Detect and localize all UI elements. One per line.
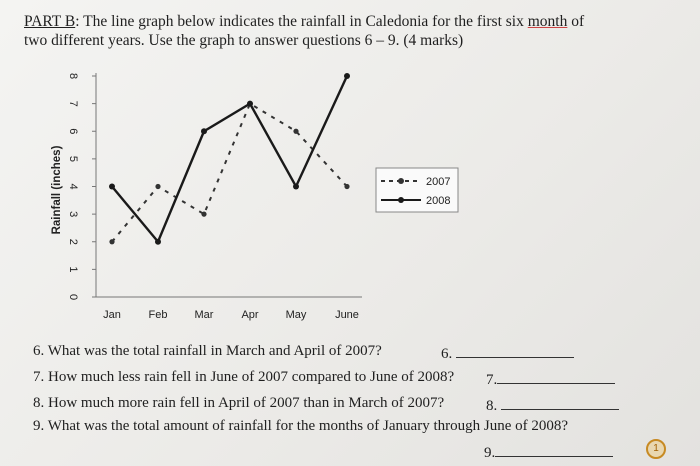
marks-badge: 1	[646, 439, 666, 459]
heading-month-word: month	[527, 13, 568, 30]
y-tick-label: 2	[67, 239, 79, 245]
question-8: 8. How much more rain fell in April of 2…	[33, 395, 445, 411]
answer-6[interactable]: 6.	[441, 343, 574, 363]
legend-label-2007: 2007	[426, 176, 450, 188]
legend-label-2008: 2008	[426, 195, 450, 207]
answer-9-number: 9.	[484, 445, 496, 461]
answer-9-blank[interactable]	[495, 442, 614, 457]
data-point-2007-Jan	[109, 239, 115, 245]
legend-marker-2008	[398, 197, 404, 203]
data-point-2008-Jan	[109, 183, 115, 190]
y-tick-label: 7	[67, 101, 79, 107]
y-tick-label: 5	[67, 156, 79, 162]
answer-8[interactable]: 8.	[486, 395, 619, 415]
x-tick-label: Feb	[149, 309, 168, 321]
data-point-2008-June	[344, 73, 350, 79]
data-point-2007-Feb	[155, 183, 161, 190]
question-6: 6. What was the total rainfall in March …	[33, 343, 382, 359]
data-point-2007-May	[293, 128, 299, 134]
data-point-2007-Mar	[201, 211, 207, 217]
heading-line1-end: of	[567, 13, 585, 30]
heading: PART B: The line graph below indicates t…	[24, 12, 664, 50]
x-tick-label: May	[286, 309, 307, 321]
answer-6-number: 6.	[441, 346, 453, 362]
x-tick-label: Mar	[195, 309, 214, 321]
chart-series	[109, 73, 350, 245]
data-point-2008-May	[293, 183, 299, 190]
y-tick-label: 0	[67, 294, 79, 300]
y-tick-label: 4	[67, 183, 79, 189]
rainfall-line-chart: 0 1 2 3 4 5 6 7 8 Rainfall (inches) Jan Feb Mar Apr Ma…	[51, 73, 459, 321]
series-line-2008	[111, 75, 349, 245]
data-point-2007-June	[344, 183, 350, 190]
answer-9[interactable]: 9.	[484, 442, 614, 462]
heading-line1: : The line graph below indicates the rai…	[75, 13, 528, 30]
answer-8-blank[interactable]	[501, 395, 619, 410]
y-tick-label: 1	[67, 266, 79, 272]
legend-box	[375, 167, 459, 213]
answer-7-number: 7.	[486, 372, 498, 388]
answer-6-blank[interactable]	[456, 343, 574, 358]
y-tick-label: 6	[67, 128, 79, 134]
y-axis-title: Rainfall (inches)	[51, 145, 63, 234]
part-label: PART B	[24, 13, 76, 30]
data-point-2008-Apr	[247, 100, 253, 107]
heading-line2: two different years. Use the graph to an…	[24, 32, 464, 49]
question-7: 7. How much less rain fell in June of 20…	[33, 369, 455, 385]
chart-axes: 0 1 2 3 4 5 6 7 8 Rainfall (inches) Jan Feb Mar Apr Ma…	[51, 73, 362, 321]
x-tick-label: June	[335, 309, 359, 321]
question-9: 9. What was the total amount of rainfall…	[33, 418, 569, 434]
series-line-2007	[111, 102, 348, 243]
y-tick-label: 3	[67, 211, 79, 217]
answer-8-number: 8.	[486, 398, 498, 414]
chart-legend: 2007 2008	[375, 167, 459, 213]
x-tick-label: Apr	[241, 309, 258, 321]
answer-7-blank[interactable]	[497, 369, 616, 384]
legend-marker-2007	[398, 178, 404, 184]
data-point-2008-Feb	[155, 238, 161, 245]
y-tick-label: 8	[67, 73, 79, 79]
answer-7[interactable]: 7.	[486, 369, 616, 389]
x-tick-label: Jan	[103, 309, 121, 321]
data-point-2008-Mar	[201, 128, 207, 135]
